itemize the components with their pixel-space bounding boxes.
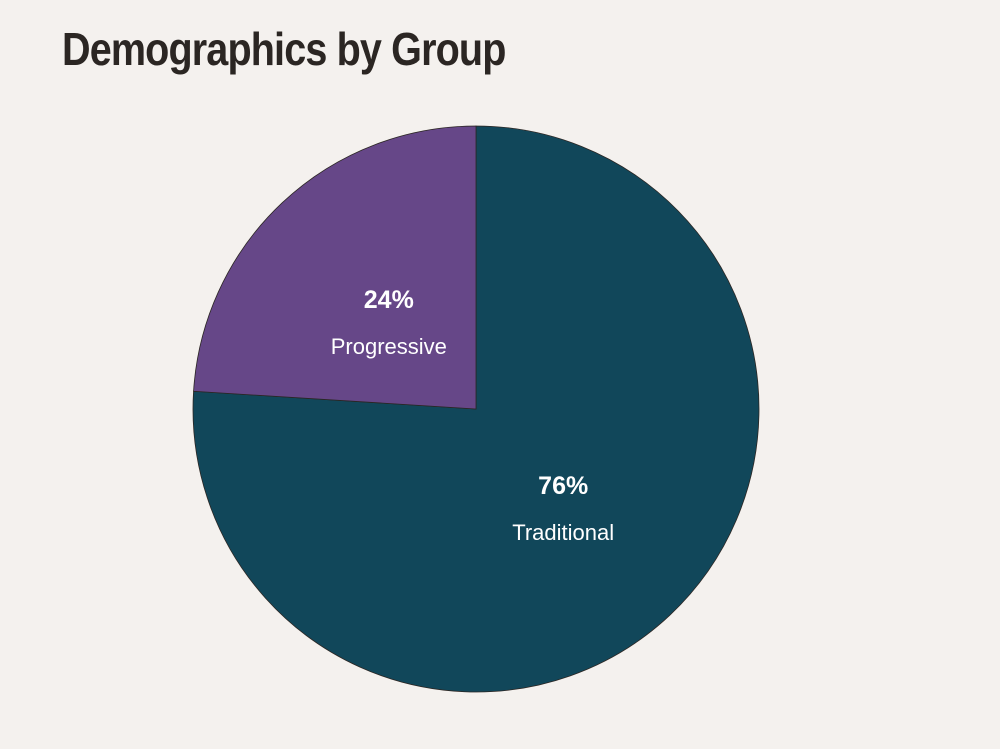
slice-name-label-traditional: Traditional [512, 520, 614, 545]
slice-percent-label-traditional: 76% [538, 472, 588, 500]
slice-name-label-progressive: Progressive [331, 334, 447, 359]
chart-title: Demographics by Group [62, 23, 506, 75]
slice-percent-label-progressive: 24% [364, 286, 414, 314]
pie-slice-progressive [193, 125, 477, 410]
